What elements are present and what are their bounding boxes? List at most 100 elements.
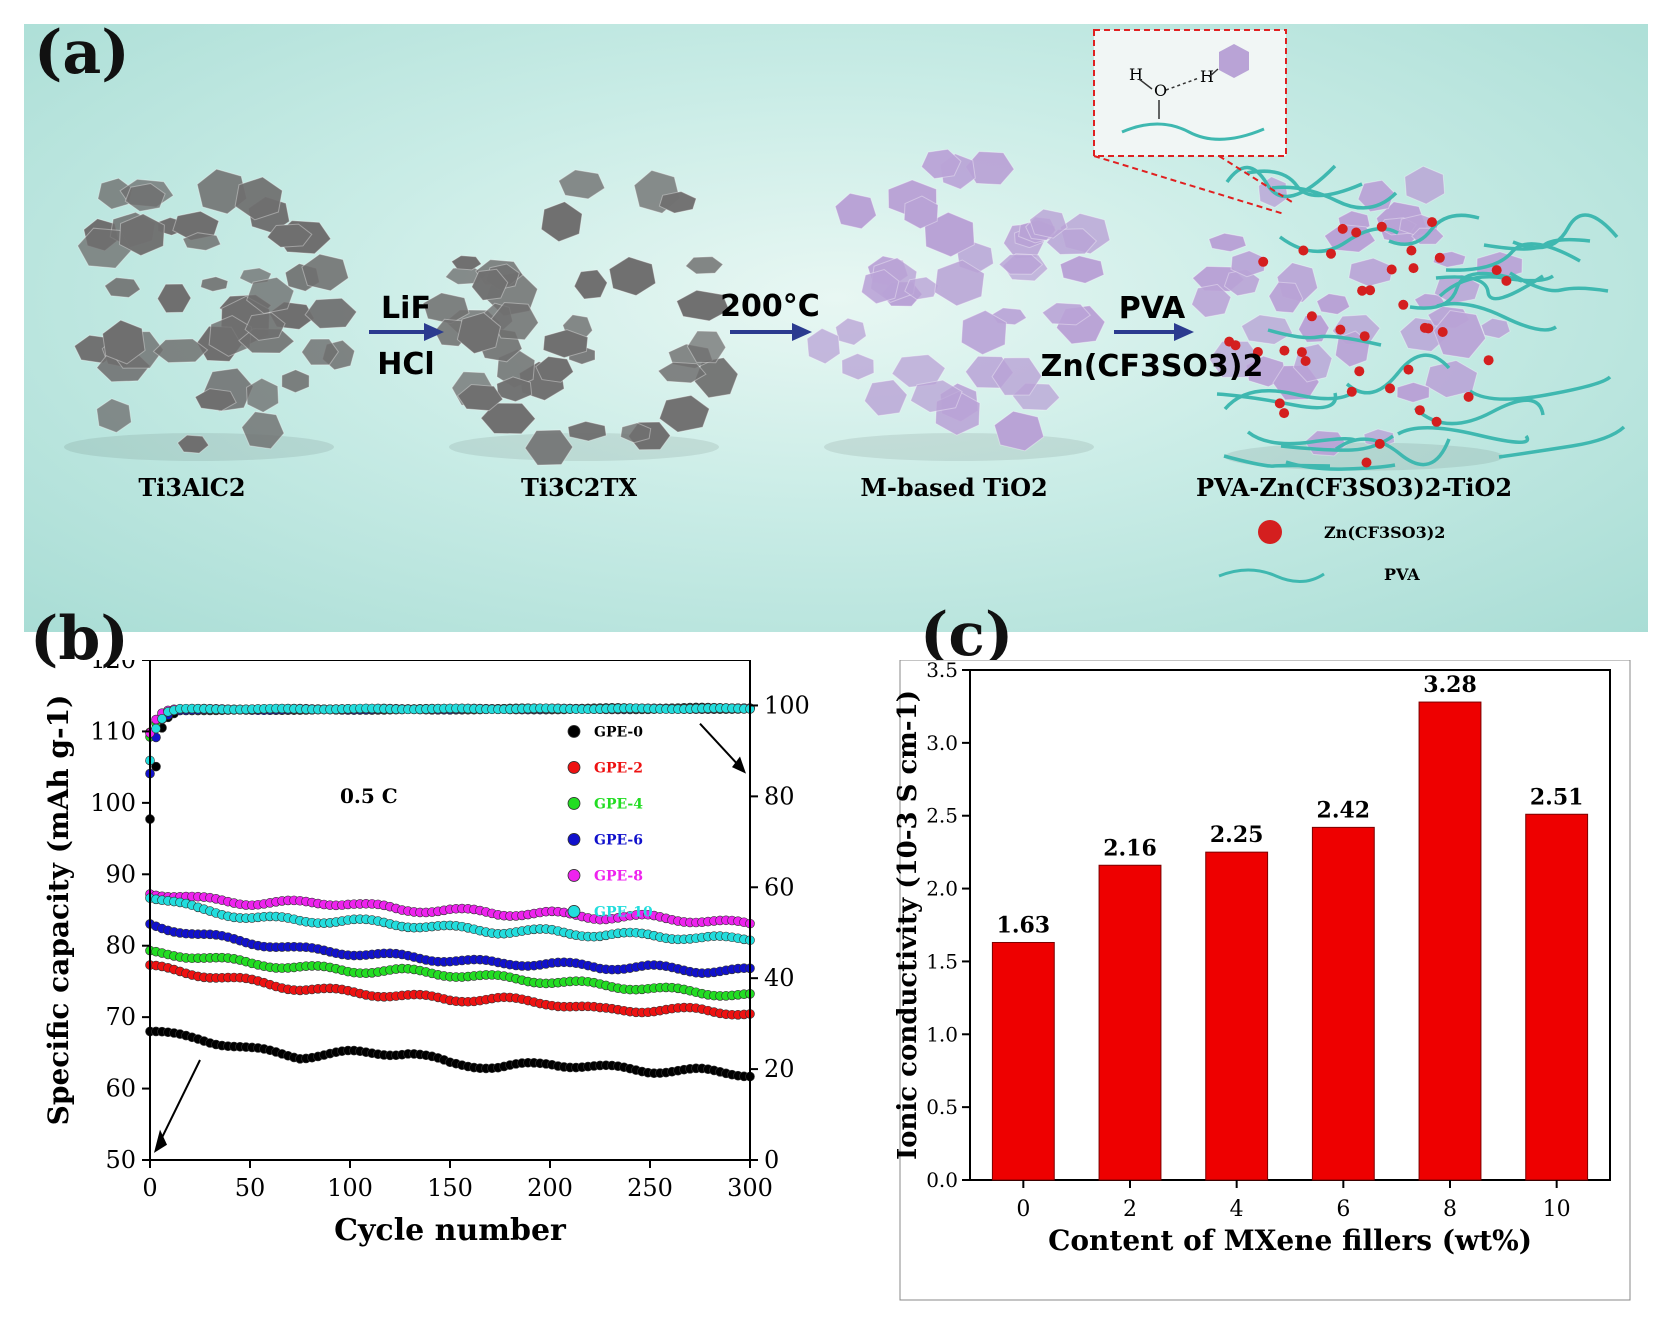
flake bbox=[246, 276, 295, 315]
salt-particle bbox=[1403, 364, 1414, 375]
salt-particle bbox=[1298, 245, 1309, 256]
flake bbox=[471, 268, 509, 301]
data-label: 2.25 bbox=[1210, 822, 1264, 848]
data-label: 2.51 bbox=[1530, 784, 1584, 810]
bar-10-wt bbox=[1525, 813, 1589, 1181]
salt-particle bbox=[1258, 256, 1269, 267]
x-tick-label: 250 bbox=[627, 1174, 673, 1202]
flake bbox=[104, 277, 141, 299]
x-tick-label: 0 bbox=[1016, 1197, 1030, 1222]
flake bbox=[301, 253, 349, 292]
y-tick-label: 100 bbox=[90, 789, 136, 817]
salt-particle bbox=[1279, 408, 1290, 419]
bar-2-wt bbox=[1098, 864, 1162, 1181]
salt-particle bbox=[1483, 355, 1494, 366]
schematic-panel: LiF HCl 200°C PVA Zn(CF3SO3)2 Ti3AlC2 Ti… bbox=[24, 18, 1648, 632]
flake bbox=[835, 317, 867, 346]
schematic-legend: Zn(CF3SO3)2 PVA bbox=[1218, 520, 1445, 584]
conductivity-y-axis-label: Ionic conductivity (10-3 S cm-1) bbox=[893, 690, 923, 1160]
legend-marker bbox=[567, 761, 581, 774]
y2-tick-label: 40 bbox=[764, 964, 795, 992]
cycling-chart: 0 50 100 150 200 250 3005060708090100110120020… bbox=[42, 660, 810, 1248]
x-tick-label: 10 bbox=[1543, 1197, 1571, 1222]
cycling-plot-area bbox=[145, 702, 755, 1082]
x-tick-label: 2 bbox=[1123, 1197, 1137, 1222]
ti3alc2-sphere bbox=[64, 168, 358, 461]
x-tick-label: 150 bbox=[427, 1174, 473, 1202]
flake bbox=[684, 256, 724, 275]
arrow-lif-hcl: LiF HCl bbox=[369, 291, 444, 382]
legend-label: GPE-8 bbox=[594, 868, 643, 884]
y-tick-label: 2.0 bbox=[926, 877, 958, 901]
y-tick-label: 0.0 bbox=[926, 1168, 958, 1192]
salt-particle bbox=[1306, 311, 1317, 322]
flake bbox=[1404, 165, 1446, 205]
flake bbox=[1268, 281, 1304, 314]
legend-marker bbox=[567, 869, 581, 882]
salt-particle bbox=[1437, 327, 1448, 337]
panel-a-letter: (a) bbox=[34, 18, 130, 88]
bar-8-wt bbox=[1418, 701, 1482, 1181]
salt-particle bbox=[1423, 323, 1434, 334]
y2-tick-label: 0 bbox=[764, 1146, 779, 1174]
flake bbox=[234, 176, 283, 221]
salt-particle bbox=[1431, 416, 1442, 427]
salt-particle bbox=[1296, 347, 1307, 358]
arrow-1-top-label: LiF bbox=[381, 291, 431, 326]
salt-particle bbox=[1434, 252, 1445, 263]
data-label: 2.16 bbox=[1103, 835, 1157, 861]
x-tick-label: 0 bbox=[142, 1174, 157, 1202]
salt-particle bbox=[1335, 324, 1346, 335]
pva-chain bbox=[1345, 353, 1451, 395]
legend-marker bbox=[567, 797, 581, 810]
flake bbox=[156, 283, 192, 314]
flake bbox=[686, 330, 727, 364]
arrow-pva-salt: PVA Zn(CF3SO3)2 bbox=[1041, 291, 1264, 384]
flake bbox=[540, 201, 583, 243]
flake bbox=[998, 254, 1044, 275]
flake bbox=[860, 268, 900, 305]
y-tick-label: 2.5 bbox=[926, 804, 958, 828]
conductivity-chart: 0.0 0.5 1.0 1.5 2.0 2.5 3.0 3.5 1.63 0 2.16 2 2.25 4 2… bbox=[893, 660, 1631, 1301]
salt-particle bbox=[1230, 340, 1241, 351]
sphere-shadow bbox=[824, 433, 1094, 461]
flake bbox=[806, 327, 841, 365]
arrow-2-top-label: 200°C bbox=[720, 289, 820, 324]
legend-label: GPE-0 bbox=[594, 724, 643, 740]
salt-particle bbox=[1252, 347, 1263, 357]
flake bbox=[152, 338, 209, 364]
pva-chain bbox=[1397, 426, 1530, 444]
flake bbox=[863, 379, 908, 417]
ti3c2tx-sphere bbox=[422, 169, 739, 466]
flake bbox=[841, 352, 875, 381]
flake bbox=[1433, 309, 1487, 359]
flake bbox=[1424, 359, 1478, 399]
flake bbox=[241, 411, 285, 450]
y-tick-label: 3.5 bbox=[926, 660, 958, 682]
flake bbox=[1240, 314, 1294, 345]
pva-chain bbox=[1468, 375, 1612, 401]
flake bbox=[608, 256, 657, 297]
salt-particle bbox=[1427, 217, 1437, 228]
y-tick-label: 0.5 bbox=[926, 1095, 958, 1119]
tio2-sphere bbox=[806, 148, 1111, 461]
flake bbox=[1357, 179, 1395, 213]
flake bbox=[934, 259, 985, 307]
flake bbox=[1191, 283, 1232, 318]
pva-chain bbox=[1223, 388, 1358, 411]
flake bbox=[993, 410, 1045, 452]
flake bbox=[194, 388, 237, 412]
flake bbox=[1208, 232, 1247, 253]
flake bbox=[200, 276, 229, 292]
panel-c-letter: (c) bbox=[920, 600, 1014, 670]
efficiency-point bbox=[151, 723, 161, 734]
salt-particle bbox=[1326, 248, 1336, 259]
y-tick-label: 1.5 bbox=[926, 949, 958, 973]
series-gpe-4 bbox=[145, 703, 755, 1001]
flake bbox=[1045, 228, 1098, 256]
arrow-3-bottom-label: Zn(CF3SO3)2 bbox=[1041, 349, 1264, 384]
pva-chain bbox=[1267, 328, 1382, 347]
flake bbox=[834, 192, 877, 230]
salt-particle bbox=[1408, 263, 1419, 274]
flake bbox=[490, 301, 539, 341]
